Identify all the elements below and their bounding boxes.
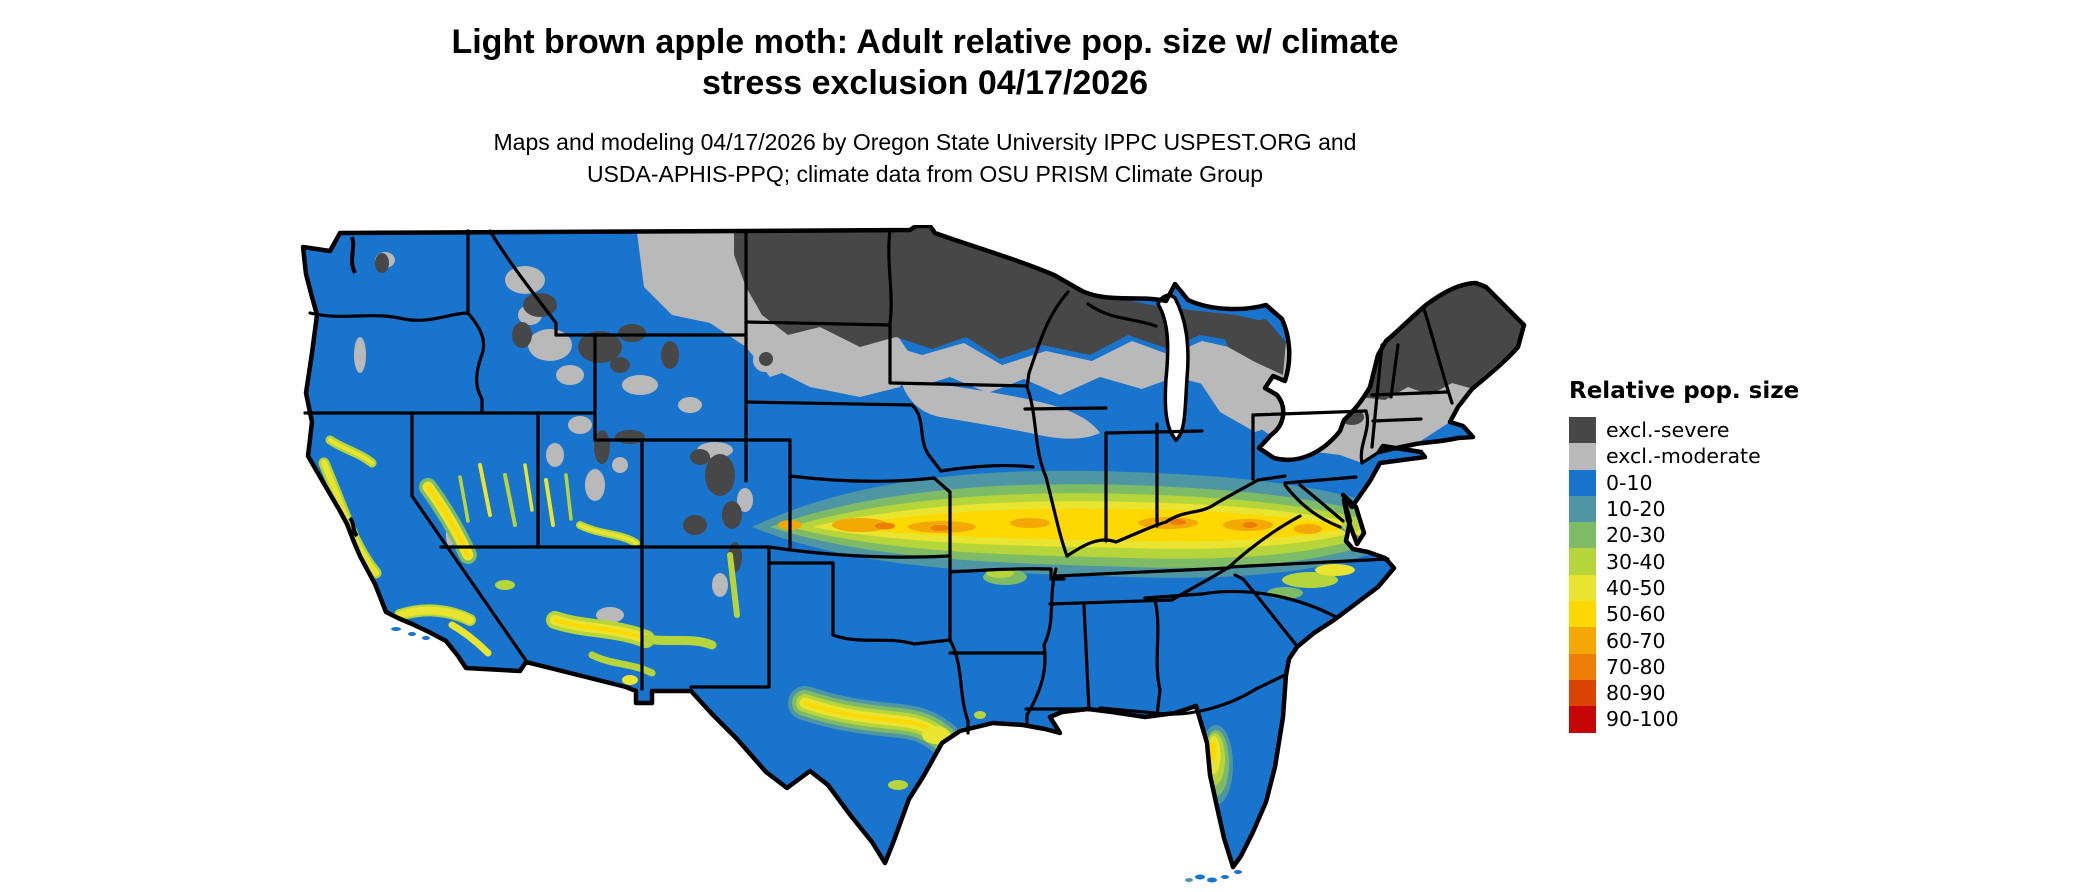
header: Light brown apple moth: Adult relative p…	[230, 22, 1620, 190]
legend-item: 30-40	[1569, 548, 1829, 575]
legend-item-label: 20-30	[1606, 523, 1666, 548]
map-subtitle-line2: USDA-APHIS-PPQ; climate data from OSU PR…	[586, 161, 1264, 187]
map-subtitle-line1: Maps and modeling 04/17/2026 by Oregon S…	[493, 129, 1357, 155]
map-title-line2: stress exclusion 04/17/2026	[701, 64, 1149, 102]
legend-item: 70-80	[1569, 653, 1829, 680]
legend-item-label: 40-50	[1606, 575, 1666, 600]
legend-item: excl.-moderate	[1569, 443, 1829, 470]
legend-swatch	[1569, 417, 1596, 444]
legend-item: 50-60	[1569, 601, 1829, 628]
legend-item: 20-30	[1569, 522, 1829, 549]
legend-swatch	[1569, 522, 1596, 549]
legend-item-label: 0-10	[1606, 470, 1653, 495]
legend-swatch	[1569, 574, 1596, 602]
legend-swatch	[1569, 679, 1596, 707]
legend-swatch	[1569, 548, 1596, 575]
legend-item-label: excl.-severe	[1606, 418, 1730, 443]
legend-item-label: 70-80	[1606, 654, 1666, 679]
legend-swatch	[1569, 706, 1596, 733]
state-borders	[303, 228, 1454, 735]
map-subtitle: Maps and modeling 04/17/2026 by Oregon S…	[230, 126, 1620, 190]
legend-item: 40-50	[1569, 574, 1829, 602]
south-texas-fleck	[888, 780, 908, 790]
texas-coast-spot	[922, 726, 950, 744]
san-francisco-bay	[348, 516, 359, 538]
legend-item: excl.-severe	[1569, 417, 1829, 444]
legend-item: 10-20	[1569, 495, 1829, 523]
legend-swatch	[1569, 443, 1596, 470]
legend-item-label: 90-100	[1606, 707, 1679, 732]
lake-michigan	[1156, 293, 1190, 443]
legend-rows: excl.-severe excl.-moderate 0-10 10-20 2…	[1569, 417, 1829, 733]
legend-item: 80-90	[1569, 679, 1829, 707]
legend: Relative pop. size excl.-severe excl.-mo…	[1569, 378, 1829, 733]
legend-item-label: excl.-moderate	[1606, 444, 1761, 469]
legend-item: 0-10	[1569, 469, 1829, 496]
map-title-line1: Light brown apple moth: Adult relative p…	[451, 23, 1399, 61]
legend-title: Relative pop. size	[1569, 378, 1800, 404]
legend-item-label: 60-70	[1606, 628, 1666, 653]
legend-swatch	[1569, 627, 1596, 654]
legend-swatch	[1569, 495, 1596, 523]
western-mountain-bands	[318, 435, 740, 677]
us-risk-map	[300, 225, 1545, 885]
legend-item-label: 30-40	[1606, 549, 1666, 574]
us-map-svg	[300, 225, 1545, 883]
puget-sound	[350, 236, 357, 274]
legend-item-label: 80-90	[1606, 681, 1666, 706]
legend-item: 90-100	[1569, 706, 1829, 733]
legend-swatch	[1569, 601, 1596, 628]
islands	[391, 627, 1242, 883]
legend-item-label: 10-20	[1606, 497, 1666, 522]
legend-item-label: 50-60	[1606, 602, 1666, 627]
legend-swatch	[1569, 653, 1596, 680]
legend-swatch	[1569, 469, 1596, 496]
legend-item: 60-70	[1569, 627, 1829, 654]
